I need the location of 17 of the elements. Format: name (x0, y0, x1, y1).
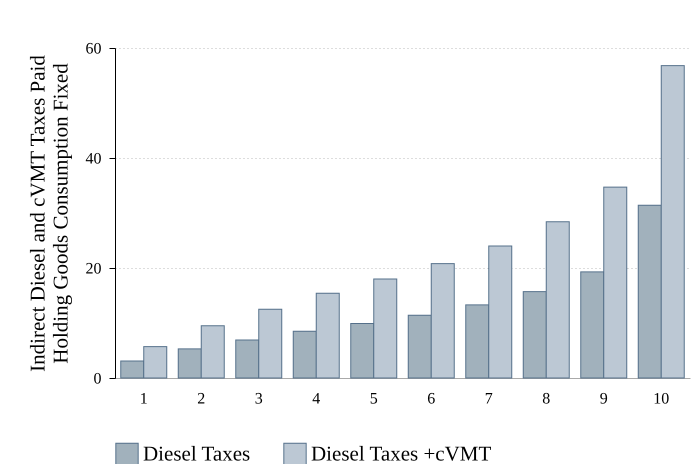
x-tick-label: 5 (370, 390, 378, 408)
y-axis-title: Indirect Diesel and cVMT Taxes Paid Holding Goods Consumption Fixed (26, 54, 72, 372)
x-tick-label: 3 (254, 390, 263, 408)
y-tick-label: 0 (94, 370, 102, 388)
legend-label: Diesel Taxes +cVMT (311, 441, 492, 464)
y-tick-label: 60 (86, 40, 102, 58)
x-tick-label: 7 (484, 390, 493, 408)
x-tick-label: 10 (653, 390, 670, 408)
x-tick-label: 4 (312, 390, 320, 408)
legend-label: Diesel Taxes (143, 441, 250, 464)
x-tick-label: 9 (600, 390, 608, 408)
x-tick-label: 1 (140, 390, 148, 408)
y-tick-label: 40 (86, 150, 102, 168)
y-tick-label: 20 (86, 260, 102, 278)
x-tick-label: 6 (427, 390, 436, 408)
x-tick-label: 2 (197, 390, 206, 408)
x-tick-label: 8 (542, 390, 550, 408)
